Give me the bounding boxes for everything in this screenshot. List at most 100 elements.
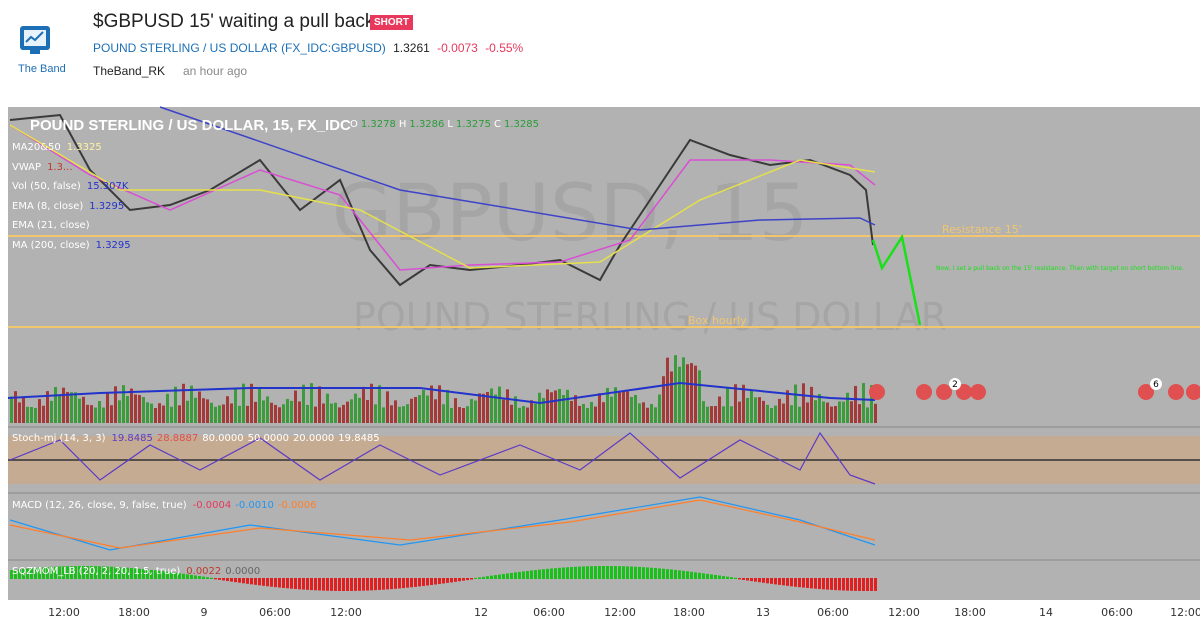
volume-bar (814, 400, 817, 423)
momentum-bar (502, 573, 505, 579)
ohlc-label: C (493, 119, 501, 130)
momentum-bar (546, 568, 549, 579)
momentum-bar (362, 578, 365, 591)
momentum-bar (606, 566, 609, 579)
momentum-bar (34, 567, 37, 579)
momentum-bar (390, 578, 393, 590)
price: 1.3261 (393, 41, 430, 55)
momentum-bar (62, 566, 65, 579)
momentum-bar (398, 578, 401, 589)
legend-title: POUND STERLING / US DOLLAR, 15, FX_IDC (30, 117, 351, 134)
momentum-bar (98, 566, 101, 579)
volume-bar (298, 401, 301, 423)
volume-bar (466, 406, 469, 423)
volume-bar (678, 366, 681, 423)
momentum-bar (566, 567, 569, 579)
volume-bar (150, 403, 153, 423)
volume-bar (802, 383, 805, 423)
momentum-bar (70, 566, 73, 579)
volume-bar (406, 404, 409, 423)
momentum-bar (802, 578, 805, 588)
volume-bar (362, 386, 365, 423)
momentum-bar (570, 567, 573, 579)
volume-bar (530, 400, 533, 423)
volume-bar (734, 384, 737, 423)
volume-bar (86, 404, 89, 423)
volume-bar (398, 406, 401, 423)
momentum-bar (42, 567, 45, 579)
momentum-bar (790, 578, 793, 587)
momentum-bar (406, 578, 409, 588)
momentum-bar (38, 567, 41, 579)
x-tick-label: 06:00 (1101, 606, 1133, 619)
momentum-bar (142, 569, 145, 579)
momentum-bar (198, 576, 201, 579)
momentum-bar (306, 578, 309, 590)
volume-bar (106, 392, 109, 423)
time: an hour ago (183, 64, 248, 78)
volume-bar (730, 406, 733, 423)
momentum-bar (66, 566, 69, 579)
volume-bar (354, 393, 357, 423)
momentum-bar (254, 578, 257, 585)
momentum-bar (734, 577, 737, 579)
symbol-name[interactable]: POUND STERLING / US DOLLAR (93, 41, 278, 55)
short-badge: SHORT (370, 15, 413, 30)
momentum-bar (50, 566, 53, 579)
momentum-bar (690, 571, 693, 579)
volume-bar (838, 401, 841, 423)
volume-bar (410, 398, 413, 423)
volume-bar (386, 391, 389, 423)
volume-bar (330, 403, 333, 423)
volume-bar (690, 363, 693, 423)
volume-bar (854, 385, 857, 423)
volume-bar (602, 402, 605, 423)
note: Now, I set a pull back on the 15' resist… (936, 265, 1184, 272)
momentum-bar (594, 566, 597, 579)
momentum-bar (182, 573, 185, 579)
volume-bar (522, 405, 525, 423)
change-pct: -0.55% (485, 41, 524, 55)
volume-bar (670, 371, 673, 423)
momentum-bar (766, 578, 769, 584)
momentum-bar (218, 578, 221, 580)
volume-bar (874, 403, 877, 423)
idea-title[interactable]: $GBPUSD 15' waiting a pull back (93, 11, 375, 32)
volume-bar (210, 402, 213, 423)
momentum-bar (522, 571, 525, 579)
event-icons[interactable]: 2 6 (869, 378, 1200, 400)
momentum-bar (434, 578, 437, 585)
momentum-bar (166, 571, 169, 579)
symbol-code[interactable]: (FX_IDC:GBPUSD) (281, 41, 386, 55)
momentum-bar (710, 574, 713, 579)
momentum-bar (718, 575, 721, 579)
volume-bar (650, 403, 653, 423)
volume-bar (810, 386, 813, 423)
momentum-bar (750, 578, 753, 582)
x-tick-label: 12:00 (48, 606, 80, 619)
pane-value: -0.0004 (192, 500, 232, 511)
author[interactable]: TheBand_RK (93, 64, 166, 78)
volume-bar (378, 385, 381, 423)
volume-bar (566, 389, 569, 423)
volume-bar (606, 387, 609, 423)
pane-value: 0.0000 (225, 566, 261, 577)
momentum-bar (622, 566, 625, 579)
momentum-bar (130, 568, 133, 579)
momentum-bar (314, 578, 317, 591)
momentum-bar (146, 569, 149, 579)
indicator-name: EMA (21, close) (12, 220, 90, 231)
momentum-bar (818, 578, 821, 590)
momentum-bar (330, 578, 333, 591)
momentum-bar (746, 578, 749, 581)
volume-bar (666, 357, 669, 423)
momentum-bar (842, 578, 845, 591)
x-tick-label: 9 (200, 606, 208, 619)
volume-bar (194, 397, 197, 423)
momentum-bar (850, 578, 853, 591)
volume-bar (14, 391, 17, 423)
momentum-bar (30, 568, 33, 579)
indicator-value: 1.3325 (66, 142, 102, 153)
volume-bar (550, 392, 553, 423)
